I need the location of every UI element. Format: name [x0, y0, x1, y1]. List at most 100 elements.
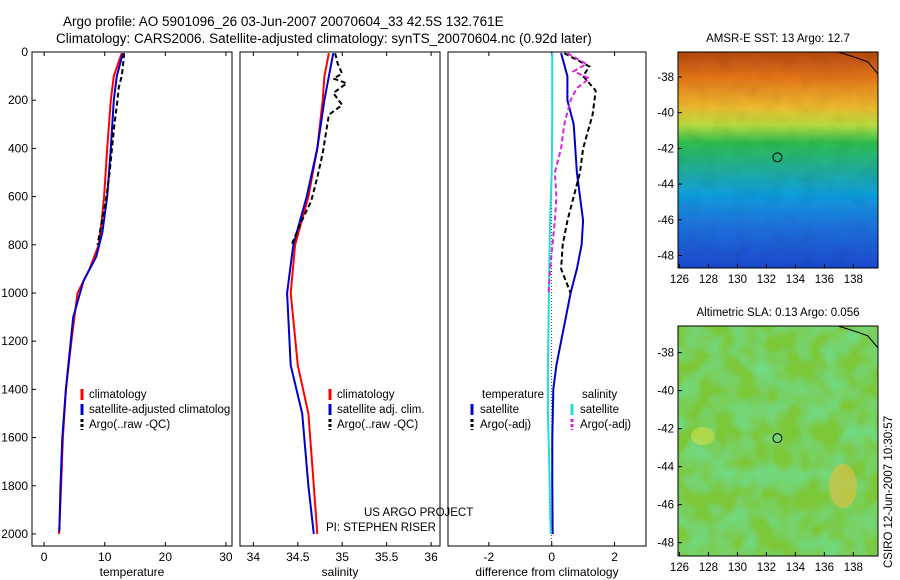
x-tick-label: 130 — [728, 274, 747, 286]
map-panel-2: Altimetric SLA: 0.13 Argo: 0.056 126 128 13… — [657, 307, 879, 574]
legend-label: Argo(-adj) — [580, 419, 631, 431]
legend-label: climatology — [337, 389, 395, 401]
panel-frame — [31, 51, 233, 547]
y-tick-label: 1400 — [1, 382, 28, 396]
credit-line1: US ARGO PROJECT — [364, 507, 473, 519]
x-tick-label: 128 — [699, 274, 718, 286]
y-tick-label: 2000 — [1, 527, 28, 541]
map-panel-1: AMSR-E SST: 13 Argo: 12.7 126 128 130 132 134… — [657, 33, 879, 286]
x-tick-label: 30 — [219, 550, 233, 564]
x-tick-label: 136 — [815, 562, 834, 574]
map-title: Altimetric SLA: 0.13 Argo: 0.056 — [696, 307, 859, 319]
series-line-2 — [560, 52, 597, 294]
series-line-2 — [286, 53, 335, 535]
figure-title-line1: Argo profile: AO 5901096_26 03-Jun-2007 … — [63, 14, 504, 29]
x-tick-label: 126 — [670, 562, 689, 574]
y-tick-label: -40 — [657, 108, 674, 120]
panel-frame — [447, 51, 647, 547]
x-tick-label: 136 — [815, 274, 834, 286]
coastline — [837, 325, 879, 349]
x-tick-label: 138 — [844, 562, 863, 574]
y-tick-label: 0 — [21, 45, 28, 59]
legend-label: Argo(-adj) — [480, 419, 531, 431]
legend-label: climatology — [89, 389, 147, 401]
y-tick-label: -46 — [657, 500, 674, 512]
series-line-3 — [546, 53, 554, 535]
x-tick-label: 132 — [757, 562, 776, 574]
y-tick-label: -42 — [657, 143, 674, 155]
y-tick-label: 1800 — [1, 479, 28, 493]
y-tick-label: -38 — [657, 348, 674, 360]
legend: temperature satellite Argo(-adj) salinity sa… — [470, 389, 631, 431]
legend-heading: temperature — [482, 389, 544, 401]
y-tick-label: 1000 — [1, 286, 28, 300]
x-axis-label: salinity — [322, 565, 359, 579]
x-tick-label: 34.5 — [286, 550, 310, 564]
legend: climatology satellite-adjusted climatolog… — [80, 389, 230, 431]
x-tick-label: 134 — [786, 274, 806, 286]
x-tick-label: 138 — [844, 274, 863, 286]
y-tick-label: -48 — [657, 538, 674, 550]
series-line-1 — [551, 52, 585, 535]
y-tick-label: 400 — [8, 141, 28, 155]
y-tick-label: -44 — [657, 179, 674, 191]
y-tick-label: 600 — [8, 190, 28, 204]
map-frame — [677, 325, 879, 557]
x-tick-label: 34 — [247, 550, 261, 564]
series-line-1 — [289, 53, 330, 535]
series-line-4 — [547, 52, 592, 294]
x-tick-label: 128 — [699, 562, 718, 574]
coastline — [837, 51, 879, 75]
x-tick-label: 126 — [670, 274, 689, 286]
series-line-3 — [96, 53, 126, 245]
legend-label: Argo(..raw -QC) — [337, 419, 418, 431]
series-line-3 — [290, 52, 349, 246]
x-tick-label: 0 — [41, 550, 48, 564]
x-tick-label: 130 — [728, 562, 747, 574]
y-tick-label: 1200 — [1, 334, 28, 348]
argo-location-marker — [772, 433, 783, 444]
y-tick-label: 200 — [8, 93, 28, 107]
side-stamp: CSIRO 12-Jun-2007 10:30:57 — [883, 416, 895, 568]
profile-panel-2: 34 34.5 35 35.5 36 salinity climatology satelli… — [239, 51, 441, 579]
x-tick-label: 20 — [159, 550, 173, 564]
map-field — [678, 52, 878, 268]
warm-patch — [691, 427, 715, 445]
panel-frame — [239, 51, 441, 547]
figure-title-line2: Climatology: CARS2006. Satellite-adjuste… — [56, 31, 592, 46]
y-tick-label: 800 — [8, 238, 28, 252]
x-tick-label: 35.5 — [375, 550, 399, 564]
y-tick-label: -44 — [657, 462, 674, 474]
satellite-maps: AMSR-E SST: 13 Argo: 12.7 126 128 130 132 134… — [657, 33, 879, 574]
profile-panel-1: 0 10 20 30 0 200 400 600 800 1000 1200 1400 1600 1800… — [1, 45, 233, 579]
legend-heading: salinity — [582, 389, 617, 401]
legend: climatology satellite adj. clim. Argo(..ra… — [328, 389, 425, 431]
series-line-2 — [58, 52, 124, 532]
legend-label: Argo(..raw -QC) — [89, 419, 170, 431]
legend-label: satellite adj. clim. — [337, 404, 425, 416]
x-tick-label: 10 — [98, 550, 112, 564]
x-tick-label: 2 — [611, 550, 618, 564]
legend-label: satellite — [580, 404, 619, 416]
map-title: AMSR-E SST: 13 Argo: 12.7 — [706, 33, 850, 45]
argo-location-marker — [772, 152, 783, 163]
x-axis-label: temperature — [100, 565, 165, 579]
profile-plots: 0 10 20 30020040060080010001200140016001800… — [1, 45, 647, 579]
x-tick-label: 134 — [786, 562, 806, 574]
x-axis-label: difference from climatology — [475, 565, 618, 579]
y-tick-label: -42 — [657, 424, 674, 436]
x-tick-label: 0 — [548, 550, 555, 564]
x-tick-label: 132 — [757, 274, 776, 286]
legend-label: satellite-adjusted climatolog — [89, 404, 230, 416]
y-tick-label: -38 — [657, 72, 674, 84]
y-tick-label: -40 — [657, 386, 674, 398]
warm-patch — [829, 464, 857, 508]
x-tick-label: 35 — [336, 550, 350, 564]
map-frame — [677, 51, 879, 269]
x-tick-label: 36 — [424, 550, 438, 564]
credit-line2: PI: STEPHEN RISER — [326, 522, 436, 534]
x-tick-label: -2 — [484, 550, 495, 564]
y-tick-label: -46 — [657, 215, 674, 227]
